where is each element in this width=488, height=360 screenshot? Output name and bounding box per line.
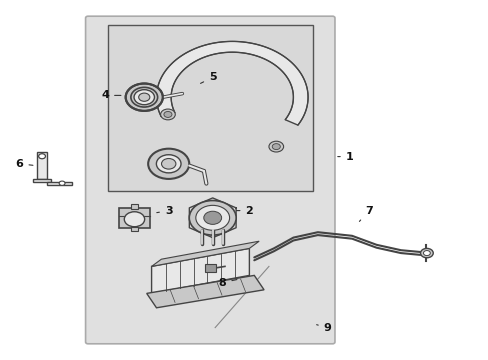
FancyBboxPatch shape [85, 16, 334, 344]
Text: 5: 5 [200, 72, 216, 84]
Polygon shape [151, 248, 249, 293]
Circle shape [163, 112, 172, 117]
Circle shape [272, 144, 280, 149]
Bar [107, 25, 312, 191]
Text: 1: 1 [337, 152, 353, 162]
Bar [37, 152, 47, 179]
Text: 4: 4 [101, 90, 121, 100]
Circle shape [189, 201, 236, 235]
Text: 3: 3 [157, 206, 172, 216]
Circle shape [134, 90, 154, 105]
Circle shape [148, 149, 189, 179]
Text: 6: 6 [16, 159, 33, 169]
Bar [205, 264, 216, 272]
Circle shape [139, 93, 149, 101]
Circle shape [268, 141, 283, 152]
Circle shape [125, 84, 163, 111]
Text: 8: 8 [218, 278, 236, 288]
Polygon shape [151, 241, 259, 266]
Circle shape [59, 181, 65, 185]
Circle shape [160, 109, 175, 120]
Bar [119, 208, 150, 228]
Text: 2: 2 [236, 206, 253, 216]
Circle shape [195, 205, 229, 230]
Polygon shape [156, 41, 307, 125]
Circle shape [156, 155, 181, 173]
Circle shape [203, 211, 221, 224]
Bar [130, 227, 138, 231]
Circle shape [420, 248, 432, 258]
Polygon shape [146, 275, 264, 308]
Circle shape [39, 154, 45, 159]
Circle shape [124, 212, 144, 227]
Bar [130, 204, 138, 208]
Bar [47, 182, 72, 185]
Bar [33, 179, 51, 182]
Text: 7: 7 [359, 206, 372, 221]
Circle shape [161, 158, 176, 169]
Circle shape [423, 251, 429, 256]
Text: 9: 9 [316, 323, 331, 333]
